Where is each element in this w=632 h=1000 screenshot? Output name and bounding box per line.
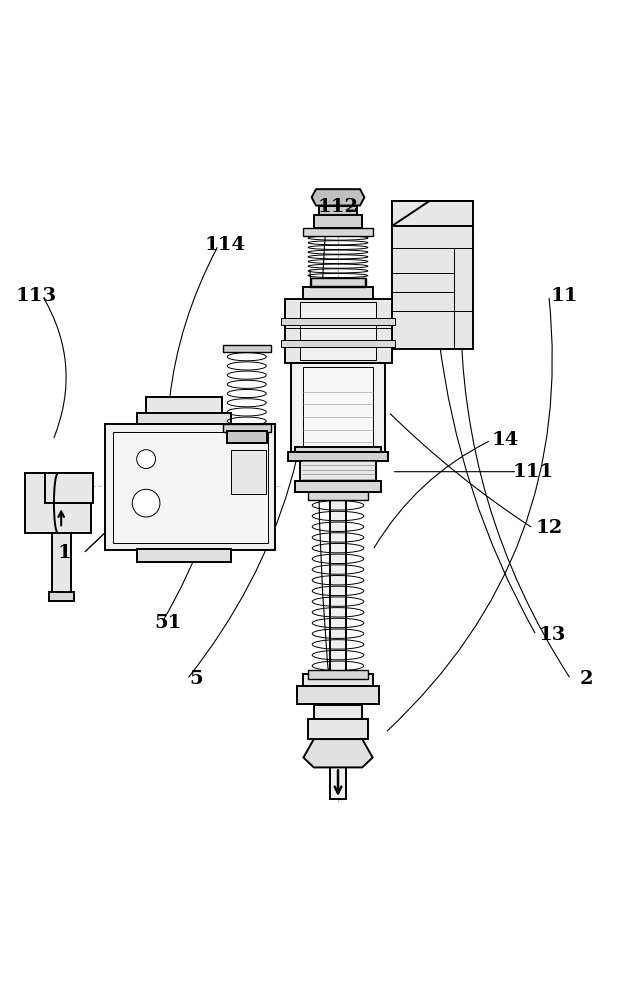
Bar	[227, 431, 267, 443]
Text: 114: 114	[204, 236, 245, 254]
Polygon shape	[312, 189, 365, 206]
Bar	[319, 206, 357, 215]
Text: 111: 111	[513, 463, 554, 481]
Bar	[46, 473, 93, 503]
Bar	[146, 397, 222, 413]
Text: 11: 11	[551, 287, 578, 305]
Text: 112: 112	[317, 198, 358, 216]
Text: 14: 14	[491, 431, 518, 449]
Bar	[281, 340, 394, 347]
Bar	[330, 296, 346, 799]
Bar	[311, 278, 365, 286]
Text: 12: 12	[535, 519, 562, 537]
Polygon shape	[391, 201, 473, 226]
Polygon shape	[303, 739, 373, 767]
Bar	[105, 424, 275, 550]
Bar	[308, 719, 368, 739]
Bar	[295, 447, 381, 457]
Bar	[291, 362, 386, 455]
Text: 13: 13	[538, 626, 566, 644]
Bar	[314, 215, 362, 228]
Bar	[49, 592, 74, 601]
Bar	[310, 278, 367, 287]
Bar	[231, 450, 265, 494]
Text: 5: 5	[190, 670, 204, 688]
Bar	[300, 302, 376, 360]
Text: 1: 1	[58, 544, 71, 562]
Bar	[303, 674, 373, 686]
Bar	[297, 686, 379, 704]
Bar	[112, 432, 267, 543]
Bar	[223, 345, 270, 352]
Bar	[288, 452, 388, 461]
Bar	[303, 228, 373, 236]
Bar	[308, 491, 368, 500]
Bar	[391, 201, 473, 349]
Bar	[281, 318, 394, 325]
Circle shape	[132, 489, 160, 517]
Bar	[25, 473, 91, 533]
Circle shape	[137, 450, 155, 469]
Bar	[308, 670, 368, 679]
Bar	[295, 481, 381, 492]
Bar	[137, 549, 231, 562]
Bar	[284, 299, 391, 363]
Text: 113: 113	[15, 287, 56, 305]
Bar	[223, 424, 270, 432]
Text: 2: 2	[580, 670, 593, 688]
Bar	[303, 287, 373, 299]
Bar	[137, 413, 231, 424]
Bar	[303, 367, 373, 450]
Bar	[314, 705, 362, 719]
Bar	[300, 457, 376, 481]
Bar	[52, 533, 71, 593]
Text: 51: 51	[154, 614, 182, 632]
